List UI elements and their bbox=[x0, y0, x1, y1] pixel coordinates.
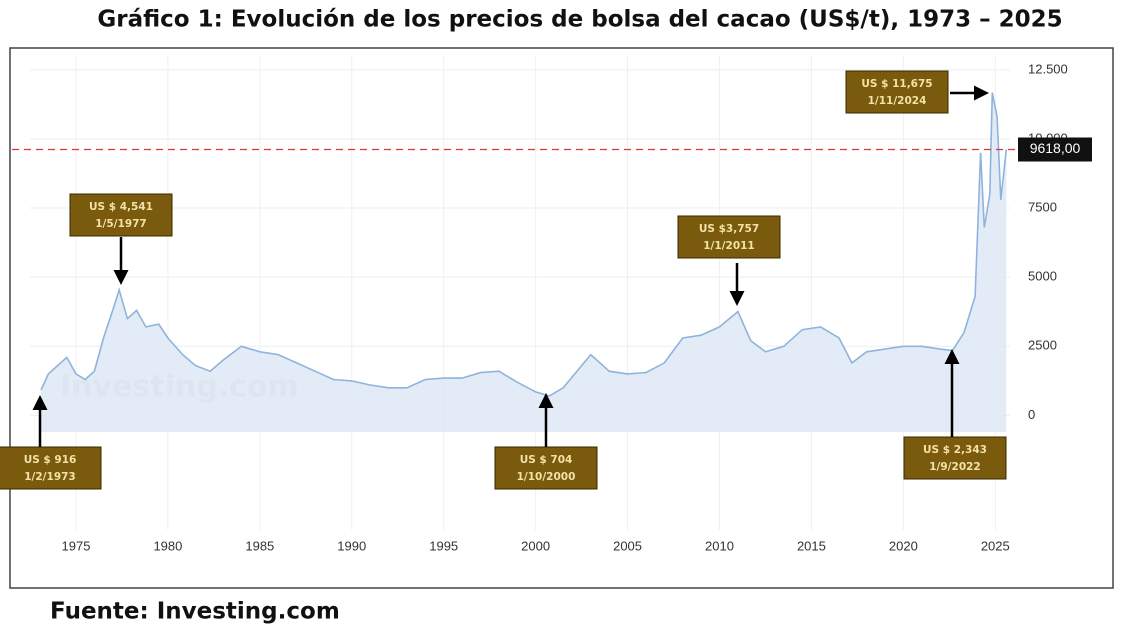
annotation-label: US $ 704 bbox=[520, 454, 573, 466]
area bbox=[41, 92, 1007, 432]
x-tick-label: 1980 bbox=[153, 538, 182, 553]
annotation-box bbox=[845, 70, 949, 114]
annotation-date: 1/1/2011 bbox=[703, 240, 755, 252]
chart-frame bbox=[9, 47, 1114, 589]
annotation-label: US $ 2,343 bbox=[923, 444, 987, 456]
annotation-box bbox=[903, 436, 1007, 480]
annotation-date: 1/11/2024 bbox=[868, 95, 927, 107]
y-tick-label: 2500 bbox=[1028, 338, 1057, 353]
annotation-date: 1/10/2000 bbox=[517, 471, 576, 483]
annotation-box bbox=[494, 446, 598, 490]
x-tick-label: 2015 bbox=[797, 538, 826, 553]
annotation-box bbox=[69, 193, 173, 237]
y-tick-label: 5000 bbox=[1028, 269, 1057, 284]
x-tick-label: 1990 bbox=[337, 538, 366, 553]
annotation-date: 1/9/2022 bbox=[929, 461, 981, 473]
x-tick-label: 1975 bbox=[62, 538, 91, 553]
x-tick-label: 2005 bbox=[613, 538, 642, 553]
chart-title: Gráfico 1: Evolución de los precios de b… bbox=[97, 7, 1062, 33]
y-tick-label: 0 bbox=[1028, 407, 1035, 422]
x-tick-label: 2025 bbox=[981, 538, 1010, 553]
line bbox=[40, 92, 1008, 397]
source: Fuente: Investing.com bbox=[50, 599, 340, 625]
x-tick-label: 1995 bbox=[429, 538, 458, 553]
x-tick-label: 1985 bbox=[245, 538, 274, 553]
annotation-box bbox=[677, 215, 781, 259]
annotation-box bbox=[0, 446, 102, 490]
annotation-label: US $ 916 bbox=[24, 454, 77, 466]
x-tick-label: 2000 bbox=[521, 538, 550, 553]
annotation-date: 1/5/1977 bbox=[95, 218, 147, 230]
y-tick-label: 12.500 bbox=[1028, 61, 1068, 76]
y-tick-label: 7500 bbox=[1028, 199, 1057, 214]
x-tick-label: 2020 bbox=[889, 538, 918, 553]
annotation-label: US $3,757 bbox=[699, 223, 759, 235]
annotation-label: US $ 11,675 bbox=[861, 78, 932, 90]
current-price-box bbox=[1018, 137, 1092, 162]
annotation-label: US $ 4,541 bbox=[89, 201, 153, 213]
annotation-date: 1/2/1973 bbox=[24, 471, 76, 483]
current-price-label: 9618,00 bbox=[1030, 140, 1081, 156]
x-tick-label: 2010 bbox=[705, 538, 734, 553]
